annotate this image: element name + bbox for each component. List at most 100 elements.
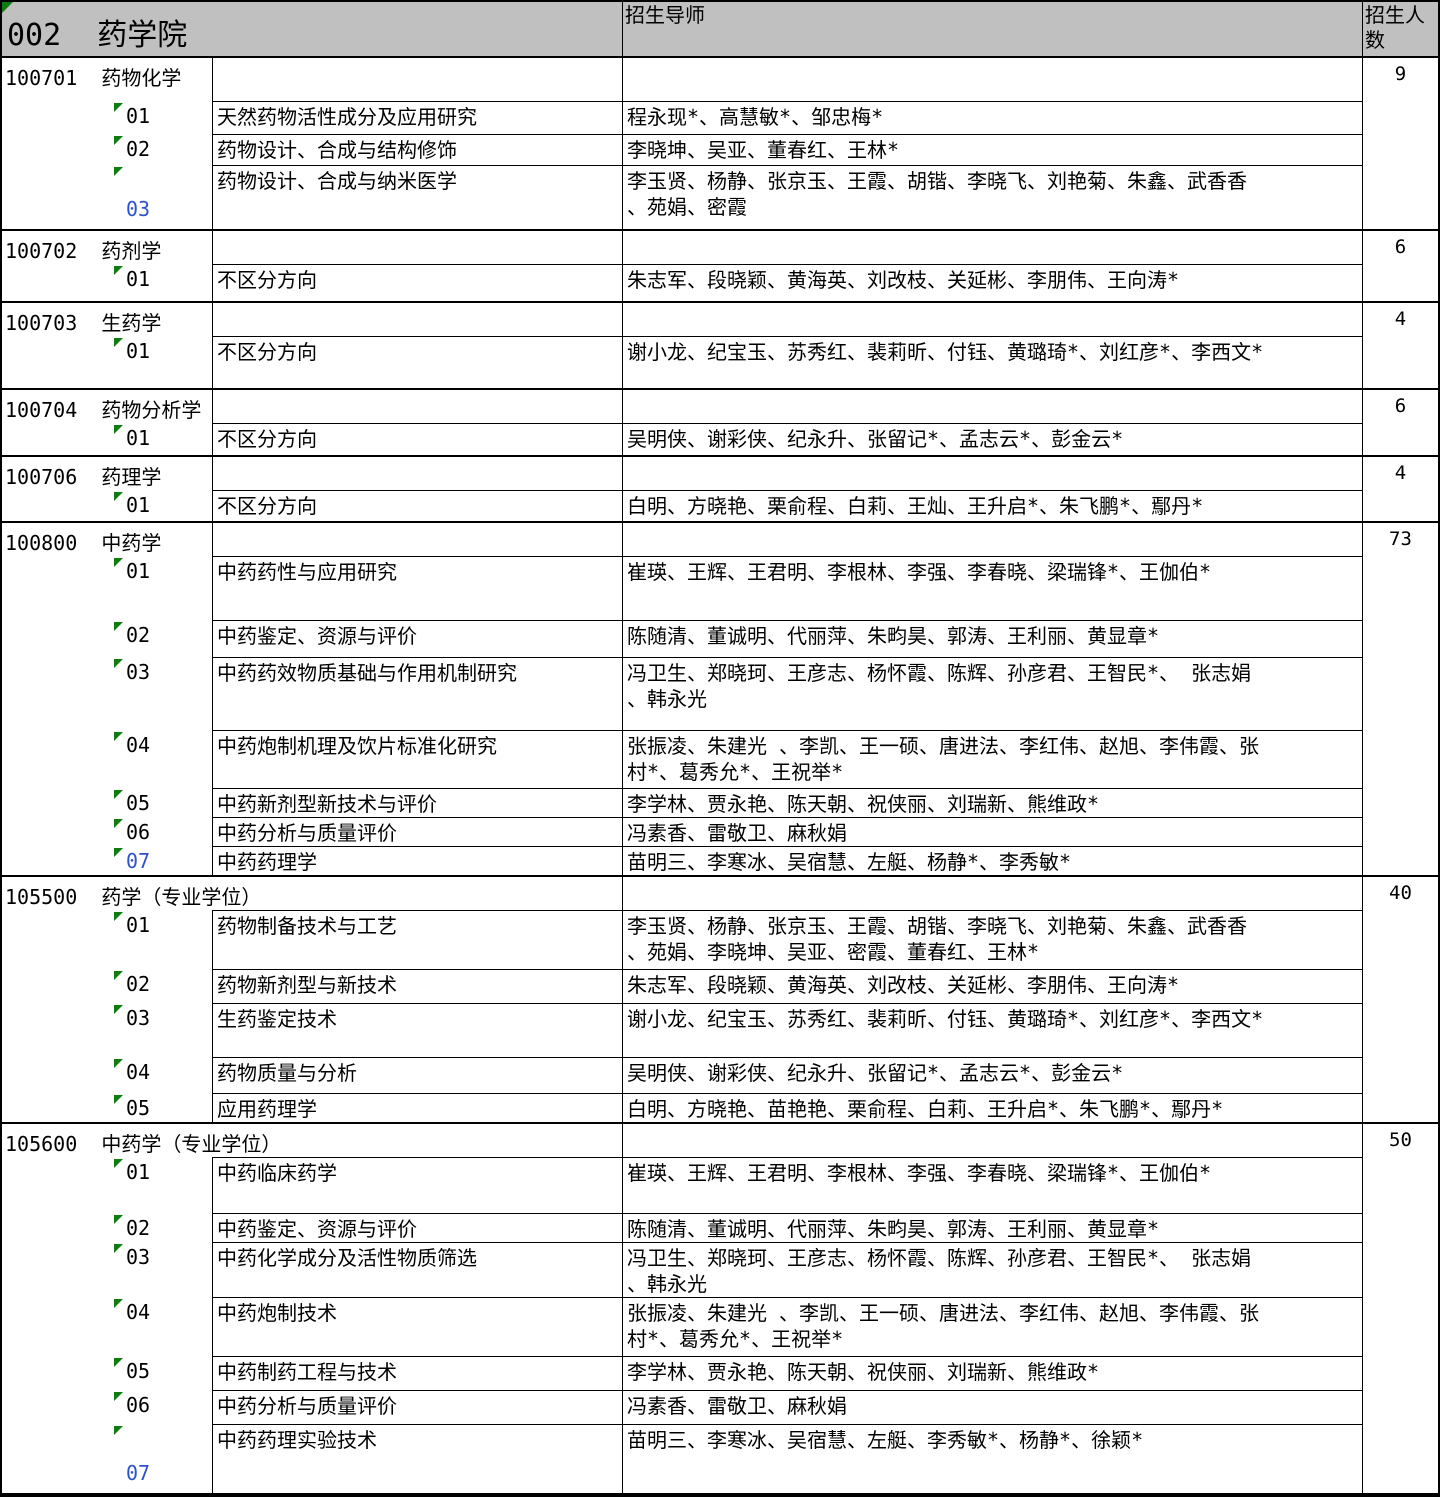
corner-error-indicator-icon bbox=[2, 2, 13, 13]
advisor-list: 崔瑛、王辉、王君明、李根林、李强、李春晓、梁瑞锋*、王伽伯* bbox=[622, 556, 1362, 620]
empty-cell bbox=[212, 523, 622, 556]
direction-number: 01 bbox=[114, 1157, 212, 1213]
direction-number-text: 06 bbox=[126, 1393, 151, 1417]
direction-number: 02 bbox=[114, 969, 212, 1003]
direction-number-text: 01 bbox=[126, 559, 151, 583]
direction-name: 中药炮制机理及饮片标准化研究 bbox=[212, 730, 622, 788]
direction-number-text: 05 bbox=[126, 791, 151, 815]
green-triangle-icon bbox=[114, 1426, 123, 1435]
direction-name: 不区分方向 bbox=[212, 336, 622, 388]
advisor-list: 冯卫生、郑晓珂、王彦志、杨怀霞、陈辉、孙彦君、王智民*、 张志娟 、韩永光 bbox=[622, 1242, 1362, 1297]
direction-number-text: 02 bbox=[126, 972, 151, 996]
green-triangle-icon bbox=[114, 558, 123, 567]
enrollment-count: 4 bbox=[1362, 303, 1438, 388]
direction-name: 中药新剂型新技术与评价 bbox=[212, 788, 622, 817]
green-triangle-icon bbox=[114, 790, 123, 799]
direction-number: 02 bbox=[114, 1213, 212, 1242]
direction-name: 中药药效物质基础与作用机制研究 bbox=[212, 657, 622, 730]
empty-cell bbox=[622, 523, 1362, 556]
empty-cell bbox=[622, 877, 1362, 910]
enrollment-count: 6 bbox=[1362, 390, 1438, 455]
empty-cell bbox=[212, 58, 622, 101]
green-triangle-icon bbox=[114, 622, 123, 631]
enrollment-count: 73 bbox=[1362, 523, 1438, 875]
direction-name: 药物设计、合成与纳米医学 bbox=[212, 165, 622, 229]
program-section-105500: 105500 药学（专业学位） 40 01 药物制备技术与工艺 李玉贤、杨静、张… bbox=[2, 877, 1438, 1124]
empty-cell bbox=[622, 58, 1362, 101]
direction-name: 不区分方向 bbox=[212, 490, 622, 521]
empty-cell bbox=[622, 231, 1362, 264]
direction-number: 05 bbox=[114, 1093, 212, 1122]
empty-cell bbox=[622, 303, 1362, 336]
direction-name: 药物设计、合成与结构修饰 bbox=[212, 134, 622, 165]
green-triangle-icon bbox=[114, 659, 123, 668]
enrollment-count: 40 bbox=[1362, 877, 1438, 1122]
direction-number-text: 02 bbox=[126, 623, 151, 647]
direction-number: 04 bbox=[114, 730, 212, 788]
direction-number: 02 bbox=[114, 620, 212, 657]
advisor-list: 崔瑛、王辉、王君明、李根林、李强、李春晓、梁瑞锋*、王伽伯* bbox=[622, 1157, 1362, 1213]
enrollment-count: 6 bbox=[1362, 231, 1438, 301]
direction-number-text: 01 bbox=[126, 104, 151, 128]
green-triangle-icon bbox=[114, 819, 123, 828]
enrollment-count: 50 bbox=[1362, 1124, 1438, 1493]
green-triangle-icon bbox=[114, 1358, 123, 1367]
college-title: 002 药学院 bbox=[7, 18, 188, 53]
direction-number: 03 bbox=[114, 1003, 212, 1057]
advisor-list: 冯卫生、郑晓珂、王彦志、杨怀霞、陈辉、孙彦君、王智民*、 张志娟 、韩永光 bbox=[622, 657, 1362, 730]
direction-number-text: 04 bbox=[126, 1300, 151, 1324]
direction-number-text: 03 bbox=[126, 1006, 151, 1030]
section-label: 100704 药物分析学 bbox=[5, 398, 202, 422]
direction-number-text: 01 bbox=[126, 426, 151, 450]
direction-number: 06 bbox=[114, 1390, 212, 1424]
direction-number-text: 03 bbox=[126, 1245, 151, 1269]
green-triangle-icon bbox=[114, 732, 123, 741]
advisor-list: 李玉贤、杨静、张京玉、王霞、胡锴、李晓飞、刘艳菊、朱鑫、武香香 、苑娟、李晓坤、… bbox=[622, 910, 1362, 969]
empty-cell bbox=[622, 457, 1362, 490]
advisor-list: 程永现*、高慧敏*、邹忠梅* bbox=[622, 101, 1362, 134]
direction-name: 中药炮制技术 bbox=[212, 1297, 622, 1356]
empty-cell bbox=[622, 1124, 1362, 1157]
direction-number-text: 01 bbox=[126, 493, 151, 517]
direction-number: 01 bbox=[114, 910, 212, 969]
advisor-list: 冯素香、雷敬卫、麻秋娟 bbox=[622, 1390, 1362, 1424]
green-triangle-icon bbox=[114, 338, 123, 347]
direction-number-text: 02 bbox=[126, 1216, 151, 1240]
program-section-100704: 100704 药物分析学 6 01 不区分方向 吴明侠、谢彩侠、纪永升、张留记*… bbox=[2, 390, 1438, 457]
green-triangle-icon bbox=[114, 1159, 123, 1168]
green-triangle-icon bbox=[114, 1392, 123, 1401]
advisor-list: 苗明三、李寒冰、吴宿慧、左艇、杨静*、李秀敏* bbox=[622, 846, 1362, 875]
green-triangle-icon bbox=[114, 1244, 123, 1253]
direction-number-text: 01 bbox=[126, 267, 151, 291]
advisor-list: 朱志军、段晓颖、黄海英、刘改枝、关延彬、李朋伟、王向涛* bbox=[622, 969, 1362, 1003]
direction-number: 03 bbox=[114, 657, 212, 730]
direction-name: 中药药理实验技术 bbox=[212, 1424, 622, 1493]
advisor-list: 吴明侠、谢彩侠、纪永升、张留记*、孟志云*、彭金云* bbox=[622, 423, 1362, 455]
direction-name: 不区分方向 bbox=[212, 423, 622, 455]
advisor-list: 苗明三、李寒冰、吴宿慧、左艇、李秀敏*、杨静*、徐颖* bbox=[622, 1424, 1362, 1493]
empty-cell bbox=[212, 457, 622, 490]
direction-number: 02 bbox=[114, 134, 212, 165]
direction-number: 04 bbox=[114, 1297, 212, 1356]
program-section-100800: 100800 中药学 73 01 中药药性与应用研究 崔瑛、王辉、王君明、李根林… bbox=[2, 523, 1438, 877]
advisor-list: 吴明侠、谢彩侠、纪永升、张留记*、孟志云*、彭金云* bbox=[622, 1057, 1362, 1093]
direction-number: 05 bbox=[114, 788, 212, 817]
green-triangle-icon bbox=[114, 103, 123, 112]
green-triangle-icon bbox=[114, 971, 123, 980]
green-triangle-icon bbox=[114, 912, 123, 921]
direction-number-text: 03 bbox=[126, 197, 151, 221]
direction-number-text: 07 bbox=[126, 849, 151, 873]
empty-cell bbox=[622, 390, 1362, 423]
advisor-list: 李晓坤、吴亚、董春红、王林* bbox=[622, 134, 1362, 165]
empty-cell bbox=[212, 390, 622, 423]
direction-number: 04 bbox=[114, 1057, 212, 1093]
direction-name: 药物制备技术与工艺 bbox=[212, 910, 622, 969]
section-label: 100706 药理学 bbox=[5, 465, 162, 489]
direction-number: 05 bbox=[114, 1356, 212, 1390]
direction-name: 不区分方向 bbox=[212, 264, 622, 301]
direction-number-text: 01 bbox=[126, 1160, 151, 1184]
direction-number-text: 02 bbox=[126, 137, 151, 161]
direction-number-text: 03 bbox=[126, 660, 151, 684]
direction-number: 01 bbox=[114, 490, 212, 521]
